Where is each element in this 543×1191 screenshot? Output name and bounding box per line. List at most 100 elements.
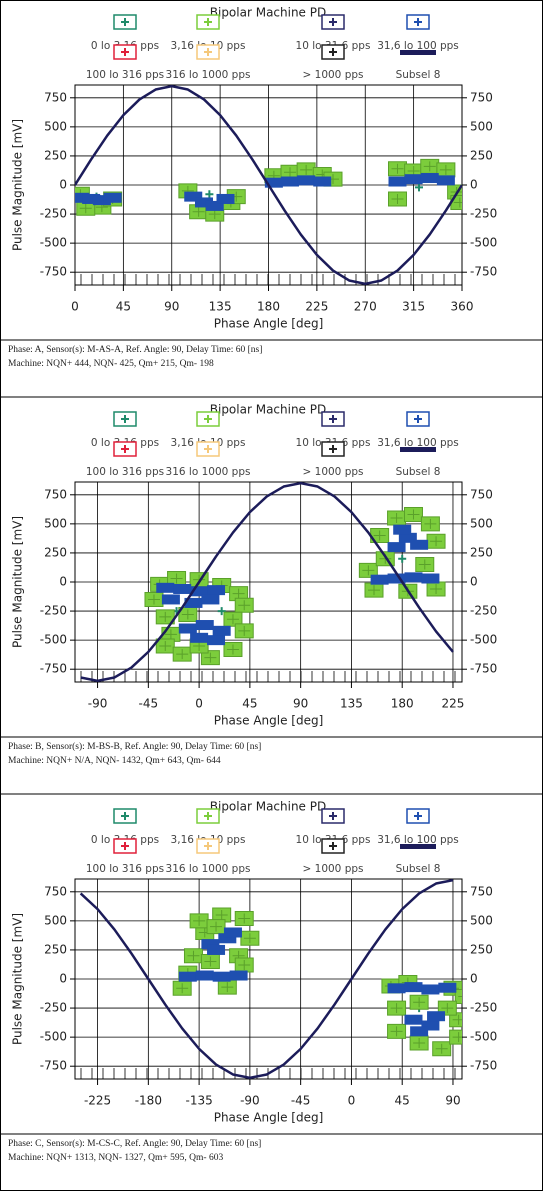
pd-point [212,625,231,636]
pd-point [387,510,407,526]
pd-point [370,574,389,585]
y2-tick-label: 250 [470,942,493,956]
y-axis-label: Pulse Magnitude [mV] [11,119,25,251]
pd-point [432,1041,452,1057]
legend-label: 31,6 lo 100 pps [377,437,459,449]
pd-point [436,175,455,186]
pd-point [201,939,220,950]
pd-point [195,197,213,208]
x-tick-label: 225 [442,697,465,711]
y-tick-label: 250 [44,545,67,559]
pd-point [387,983,406,994]
pd-point [437,1000,457,1016]
y-tick-label: -250 [40,207,67,221]
y2-tick-label: 0 [470,972,478,986]
y2-tick-label: 0 [470,178,478,192]
pd-point [195,620,214,631]
legend-label: 100 lo 316 pps [86,863,164,875]
x-tick-label: -45 [139,697,159,711]
pd-point [207,585,226,596]
legend-label: > 1000 pps [303,863,364,875]
legend-marker [204,812,212,820]
plot-marks [80,482,454,682]
pd-point [403,507,423,523]
pd-point [375,551,395,567]
pd-point [92,195,111,206]
info-line: Phase: A, Sensor(s): M-AS-A, Ref. Angle:… [8,344,262,355]
pd-point [190,632,209,643]
legend-label: 100 lo 316 pps [86,69,164,81]
pd-point [415,557,435,573]
pd-point [438,982,457,993]
pd-point [76,200,96,216]
x-tick-label: 270 [354,300,377,314]
pd-point [449,1029,462,1045]
pd-point [426,581,446,597]
x-tick-label: 360 [451,300,474,314]
pd-point [161,594,180,605]
legend-marker [329,445,337,453]
x-tick-label: 90 [164,300,179,314]
legend-marker [329,48,337,56]
legend-marker [204,415,212,423]
pd-point [189,913,209,929]
y-tick-label: 500 [44,119,67,133]
y2-tick-label: 750 [470,884,493,898]
y-axis-label: Pulse Magnitude [mV] [11,516,25,648]
pd-point [234,623,254,639]
legend-marker [121,48,129,56]
info-line: Phase: C, Sensor(s): M-CS-C, Ref. Angle:… [8,1138,261,1149]
legend-label: Subsel 8 [396,69,441,81]
pd-point [421,1020,440,1031]
pd-point [200,954,220,970]
pd-point [218,933,237,944]
y2-tick-label: 500 [470,913,493,927]
pd-point [201,594,220,605]
pd-point [178,971,197,982]
pd-point [404,982,423,993]
pd-point [281,176,299,187]
pd-point [205,190,214,199]
legend-swatch [400,844,436,849]
pd-point [387,573,406,584]
pd-point [172,980,192,996]
legend-label: 316 lo 1000 pps [166,69,251,81]
x-tick-label: 45 [395,1094,410,1108]
y2-tick-label: -750 [470,1059,497,1073]
y-tick-label: -750 [40,1059,67,1073]
legend-marker [329,415,337,423]
pd-point [234,911,254,927]
pd-point [156,582,175,593]
pd-point [212,971,231,982]
pd-point [167,571,187,587]
pd-point [184,191,203,202]
legend-marker [204,445,212,453]
pd-point [398,554,407,563]
y-tick-label: -250 [40,604,67,618]
legend-label: 316 lo 1000 pps [166,863,251,875]
pd-point [410,1026,429,1037]
y2-tick-label: 750 [470,487,493,501]
x-tick-label: 180 [391,697,414,711]
pd-point [229,970,248,981]
pd-point [415,183,423,192]
chart-title: Bipolar Machine PD [210,6,326,20]
info-line: Machine: NQN+ 1313, NQN- 1327, Qm+ 595, … [8,1153,223,1163]
pd-point [206,919,226,935]
pd-point [387,1000,407,1016]
pd-point [387,542,406,553]
y-tick-label: 250 [44,942,67,956]
pd-point [103,192,122,203]
x-tick-label: 0 [195,697,203,711]
pd-point [410,539,429,550]
pd-point [388,191,407,207]
y-tick-label: 250 [44,148,67,162]
pd-point [217,979,237,995]
reference-sine [79,879,454,1079]
pd-point [358,562,378,578]
legend-marker [204,48,212,56]
reference-sine [80,482,454,682]
x-tick-label: 225 [305,300,328,314]
pd-point [234,597,254,613]
chart-title: Bipolar Machine PD [210,403,326,417]
